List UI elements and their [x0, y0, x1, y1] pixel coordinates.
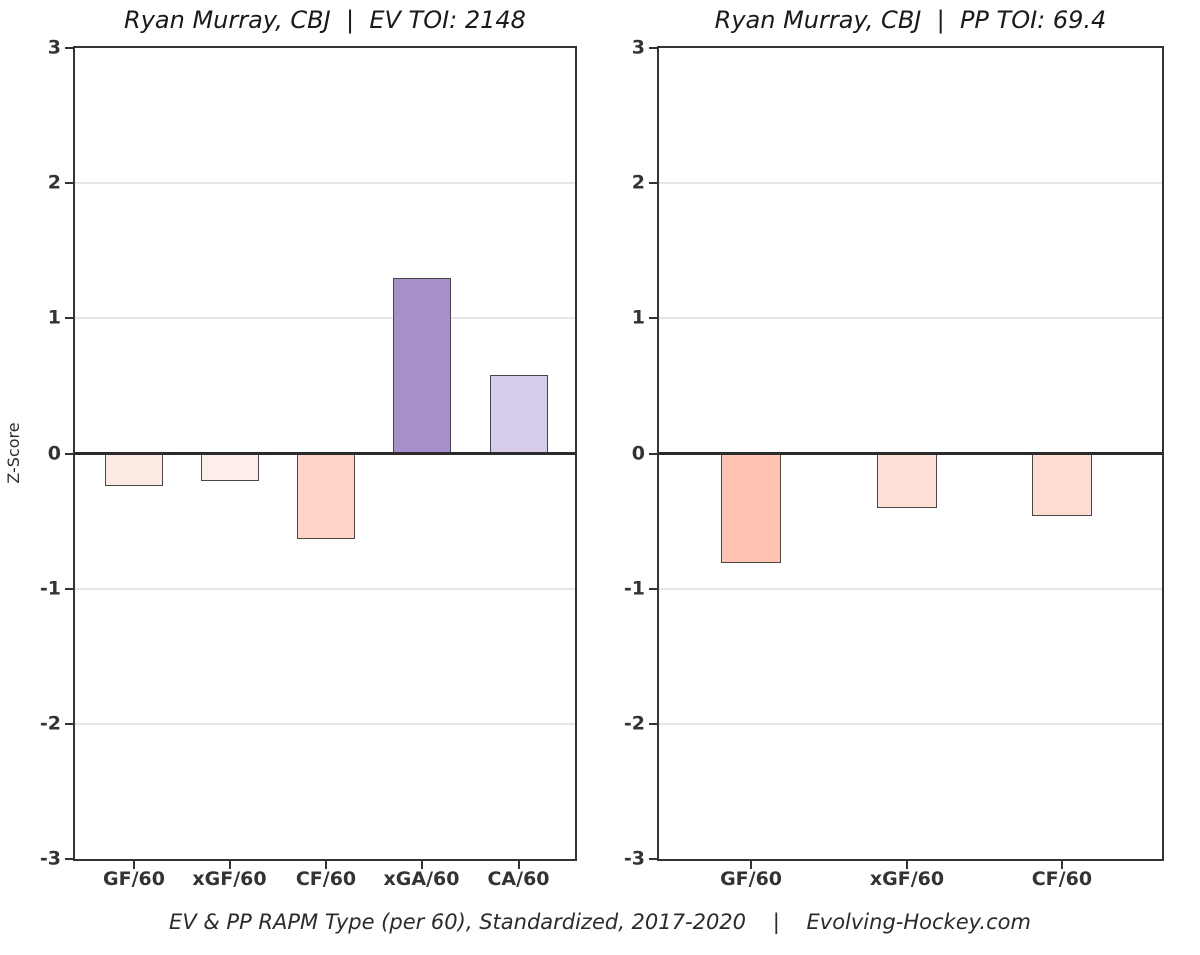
y-tick-label: -3 — [623, 847, 645, 870]
y-tick-mark — [649, 317, 657, 320]
x-tick-mark — [420, 861, 423, 869]
x-tick-mark — [228, 861, 231, 869]
gridline — [659, 587, 1162, 590]
y-tick-label: 3 — [47, 36, 61, 59]
y-tick-mark — [649, 858, 657, 860]
y-tick-mark — [649, 452, 657, 455]
right-chart-title: Ryan Murray, CBJ | PP TOI: 69.4 — [714, 6, 1107, 34]
bar-ca-60 — [489, 375, 548, 454]
y-tick-mark — [649, 587, 657, 590]
bar-cf-60 — [297, 453, 355, 539]
y-tick-mark — [65, 452, 73, 455]
right-plot-area — [657, 46, 1164, 861]
gridline — [659, 317, 1162, 320]
x-tick-mark — [1060, 861, 1063, 869]
x-tick-mark — [905, 861, 908, 869]
y-tick-label: -2 — [39, 712, 61, 735]
x-tick-label: CF/60 — [1031, 868, 1093, 890]
x-tick-mark — [750, 861, 753, 869]
y-tick-mark — [65, 587, 73, 590]
bar-gf-60 — [105, 453, 163, 486]
x-tick-label: xGF/60 — [869, 868, 945, 890]
x-tick-mark — [325, 861, 327, 869]
y-tick-mark — [65, 47, 73, 49]
x-tick-label: xGA/60 — [383, 868, 460, 890]
y-tick-label: 2 — [631, 171, 645, 194]
gridline — [75, 317, 575, 320]
y-tick-mark — [649, 182, 657, 185]
y-tick-label: 0 — [47, 442, 61, 464]
gridline — [75, 722, 575, 725]
y-tick-label: -3 — [39, 847, 61, 870]
left-chart-title: Ryan Murray, CBJ | EV TOI: 2148 — [124, 6, 526, 34]
gridline — [659, 182, 1162, 185]
y-tick-label: 2 — [47, 171, 61, 194]
y-tick-label: -1 — [39, 577, 61, 600]
y-tick-mark — [65, 182, 73, 185]
gridline — [659, 722, 1162, 725]
y-tick-mark — [65, 722, 73, 725]
x-tick-mark — [133, 861, 135, 869]
bar-xga-60 — [392, 277, 451, 454]
x-tick-label: GF/60 — [720, 868, 783, 890]
bar-xgf-60 — [200, 453, 259, 481]
y-tick-mark — [649, 722, 657, 725]
y-tick-label: 1 — [631, 306, 645, 329]
y-tick-label: 3 — [631, 36, 645, 59]
y-tick-label: -2 — [623, 712, 645, 735]
y-tick-label: 0 — [631, 442, 645, 464]
left-plot-area — [73, 46, 577, 861]
y-tick-label: -1 — [623, 577, 645, 600]
gridline — [75, 182, 575, 185]
x-tick-label: xGF/60 — [192, 868, 267, 890]
y-tick-mark — [65, 317, 73, 320]
figure-caption: EV & PP RAPM Type (per 60), Standardized… — [169, 910, 1031, 934]
y-tick-mark — [649, 47, 657, 49]
bar-xgf-60 — [876, 453, 937, 508]
y-tick-mark — [65, 858, 73, 860]
gridline — [75, 587, 575, 590]
x-tick-label: GF/60 — [103, 868, 165, 890]
x-tick-label: CA/60 — [487, 868, 550, 890]
x-tick-label: CF/60 — [295, 868, 357, 890]
y-tick-label: 1 — [47, 306, 61, 329]
zero-line — [659, 452, 1162, 455]
bar-gf-60 — [721, 453, 782, 563]
zero-line — [75, 452, 575, 455]
bar-cf-60 — [1031, 453, 1092, 516]
x-tick-mark — [517, 861, 520, 869]
